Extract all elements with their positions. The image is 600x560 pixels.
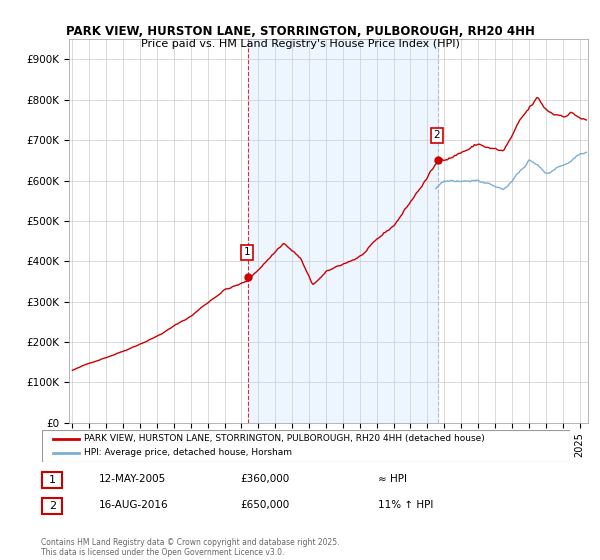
Text: 1: 1 [49,475,56,485]
FancyBboxPatch shape [42,430,570,462]
Text: 2: 2 [49,501,56,511]
Text: £650,000: £650,000 [240,500,289,510]
Text: HPI: Average price, detached house, Horsham: HPI: Average price, detached house, Hors… [84,449,292,458]
Bar [248,39,438,423]
Text: Contains HM Land Registry data © Crown copyright and database right 2025.
This d: Contains HM Land Registry data © Crown c… [41,538,340,557]
Text: £360,000: £360,000 [240,474,289,484]
Text: 2: 2 [434,130,440,140]
Text: PARK VIEW, HURSTON LANE, STORRINGTON, PULBOROUGH, RH20 4HH (detached house): PARK VIEW, HURSTON LANE, STORRINGTON, PU… [84,434,485,443]
Text: 1: 1 [244,247,250,257]
Text: ≈ HPI: ≈ HPI [378,474,407,484]
Text: 11% ↑ HPI: 11% ↑ HPI [378,500,433,510]
Text: 12-MAY-2005: 12-MAY-2005 [99,474,166,484]
Text: Price paid vs. HM Land Registry's House Price Index (HPI): Price paid vs. HM Land Registry's House … [140,39,460,49]
Text: 16-AUG-2016: 16-AUG-2016 [99,500,169,510]
Text: PARK VIEW, HURSTON LANE, STORRINGTON, PULBOROUGH, RH20 4HH: PARK VIEW, HURSTON LANE, STORRINGTON, PU… [65,25,535,38]
